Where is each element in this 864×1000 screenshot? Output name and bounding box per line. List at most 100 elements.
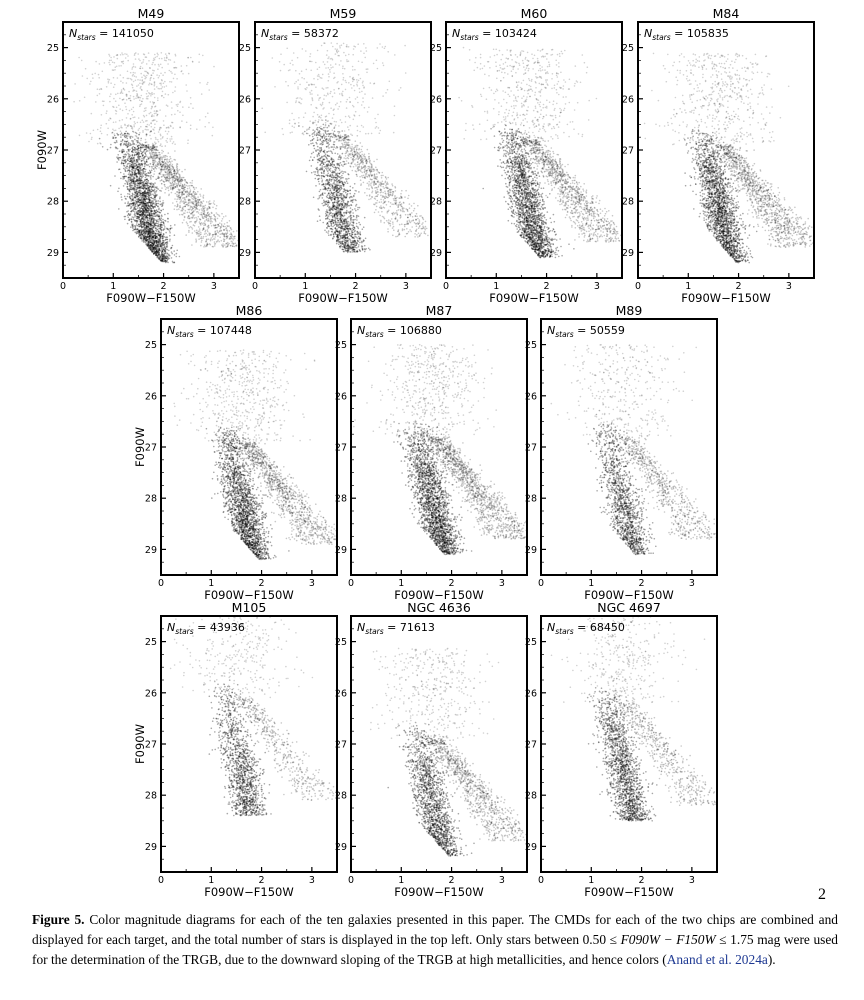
- star-point: [197, 201, 200, 203]
- star-point: [164, 246, 166, 249]
- star-point: [213, 245, 216, 247]
- star-point: [136, 228, 139, 231]
- star-point: [167, 152, 170, 154]
- star-point: [157, 97, 159, 99]
- star-point: [154, 246, 156, 248]
- star-point: [135, 212, 138, 215]
- star-point: [136, 140, 139, 143]
- star-point: [135, 163, 137, 165]
- star-point: [139, 207, 142, 210]
- star-point: [187, 224, 189, 227]
- star-point: [143, 184, 146, 187]
- star-point: [152, 242, 155, 245]
- star-point: [198, 209, 201, 211]
- star-point: [352, 224, 354, 226]
- star-point: [161, 237, 164, 240]
- star-point: [150, 238, 152, 240]
- star-point: [148, 247, 150, 249]
- star-point: [131, 185, 133, 187]
- star-point: [153, 209, 155, 212]
- star-point: [132, 197, 134, 200]
- star-point: [132, 151, 134, 154]
- star-point: [134, 72, 136, 74]
- star-point: [197, 212, 200, 214]
- star-point: [199, 193, 201, 196]
- star-point: [150, 184, 152, 186]
- star-point: [132, 63, 135, 65]
- star-point: [146, 244, 148, 247]
- star-point: [135, 159, 138, 161]
- star-point: [131, 158, 133, 160]
- star-point: [208, 243, 211, 245]
- star-point: [322, 221, 325, 224]
- star-point: [158, 248, 161, 250]
- star-point: [160, 233, 162, 235]
- star-point: [136, 220, 139, 223]
- star-point: [162, 218, 164, 221]
- star-point: [162, 221, 164, 223]
- star-point: [147, 182, 150, 184]
- star-point: [310, 152, 313, 155]
- star-point: [144, 241, 147, 244]
- star-point: [176, 203, 179, 205]
- star-point: [137, 169, 139, 171]
- star-point: [135, 179, 138, 181]
- star-point: [161, 175, 163, 178]
- star-point: [147, 240, 150, 243]
- star-point: [152, 221, 155, 224]
- star-point: [134, 225, 137, 228]
- star-point: [166, 252, 169, 255]
- star-point: [127, 210, 129, 212]
- star-point: [158, 234, 161, 237]
- star-point: [130, 173, 132, 175]
- star-point: [138, 189, 140, 192]
- star-point: [234, 242, 237, 245]
- star-point: [186, 191, 189, 193]
- star-point: [162, 257, 164, 260]
- star-point: [153, 168, 155, 170]
- star-point: [125, 108, 128, 111]
- star-point: [142, 192, 144, 195]
- star-point: [139, 67, 141, 69]
- star-point: [161, 159, 164, 161]
- star-point: [150, 247, 152, 250]
- star-point: [220, 226, 222, 229]
- star-point: [147, 219, 150, 222]
- star-point: [161, 256, 163, 258]
- star-point: [163, 175, 165, 177]
- star-point: [126, 165, 128, 168]
- star-point: [147, 221, 149, 224]
- star-point: [159, 234, 162, 236]
- star-point: [129, 184, 132, 186]
- star-point: [194, 199, 196, 201]
- star-point: [110, 82, 112, 84]
- star-point: [161, 145, 163, 148]
- star-point: [151, 203, 154, 206]
- star-point: [121, 159, 123, 161]
- star-point: [144, 203, 146, 205]
- star-point: [207, 217, 210, 220]
- star-point: [187, 56, 189, 59]
- star-point: [150, 223, 152, 225]
- star-point: [137, 163, 140, 165]
- star-point: [143, 224, 146, 226]
- star-point: [118, 104, 120, 107]
- star-point: [141, 205, 144, 207]
- star-point: [331, 220, 334, 223]
- star-point: [217, 235, 219, 237]
- star-point: [116, 132, 118, 135]
- star-point: [146, 178, 148, 180]
- star-point: [136, 184, 138, 187]
- nstars-annotation: Nstars = 141050: [69, 27, 154, 42]
- star-point: [145, 141, 148, 143]
- star-point: [139, 182, 142, 184]
- star-point: [199, 119, 201, 121]
- star-point: [321, 180, 323, 183]
- star-point: [137, 168, 139, 170]
- star-point: [191, 61, 194, 63]
- star-point: [139, 164, 141, 166]
- star-point: [145, 238, 147, 241]
- star-point: [154, 196, 156, 199]
- star-point: [175, 252, 178, 255]
- star-point: [143, 172, 145, 174]
